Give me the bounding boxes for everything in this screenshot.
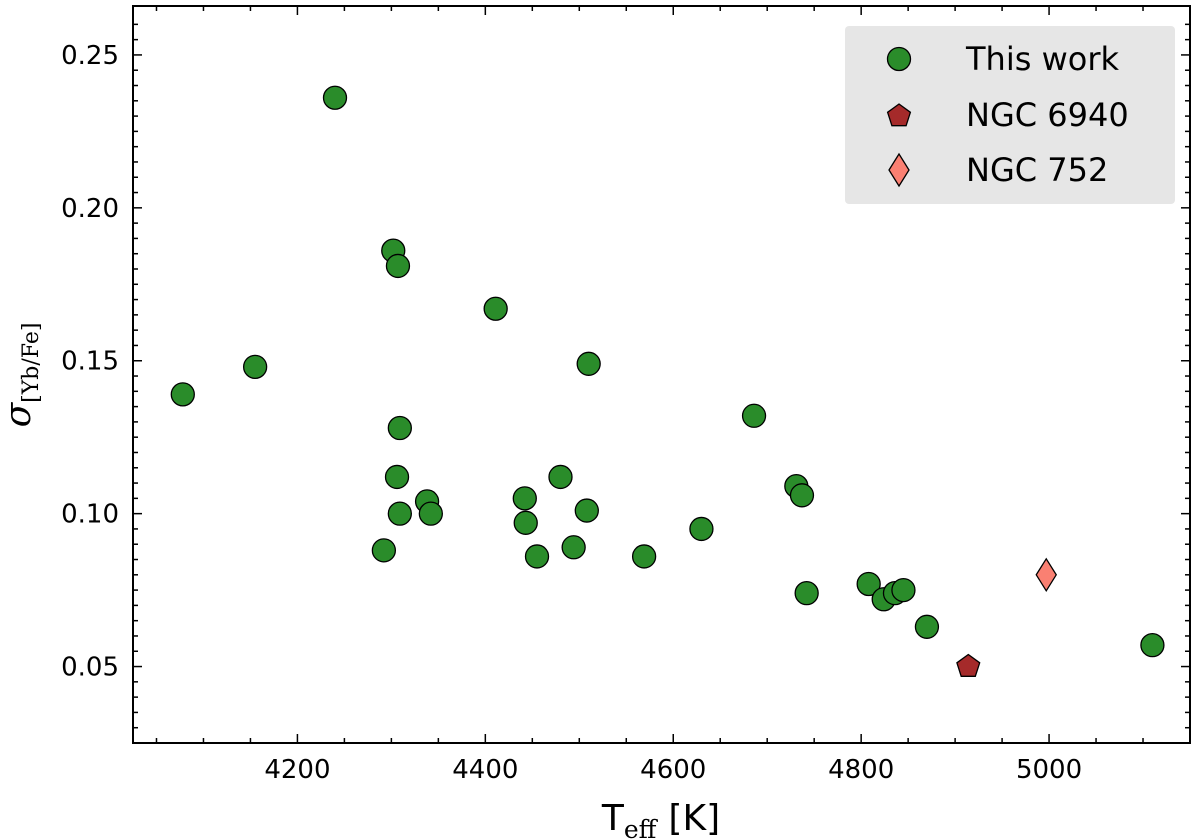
y-axis-title: σ[Yb/Fe]: [0, 323, 44, 428]
y-tick-label: 0.15: [61, 347, 119, 377]
legend-marker-ngc-6940: [886, 103, 912, 127]
data-point-this-work: [385, 253, 411, 279]
x-tick-label: 4200: [264, 755, 330, 785]
y-axis-subscript: [Yb/Fe]: [19, 323, 44, 403]
data-point-this-work: [576, 351, 601, 376]
x-axis-symbol: T: [601, 798, 625, 839]
data-point-this-work: [741, 403, 767, 428]
y-axis-symbol: σ: [0, 401, 39, 427]
y-tick-label: 0.05: [61, 653, 119, 683]
data-point-this-work: [794, 581, 819, 606]
data-point-ngc-752: [1035, 557, 1058, 593]
legend: This work NGC 6940 NGC 752: [845, 26, 1175, 204]
data-point-this-work: [322, 85, 348, 110]
data-point-this-work: [483, 296, 508, 321]
data-point-this-work: [574, 498, 599, 523]
x-axis-unit: [K]: [668, 798, 720, 839]
data-point-this-work: [548, 464, 573, 490]
legend-label-this-work: This work: [965, 40, 1119, 78]
data-point-this-work: [513, 510, 538, 535]
data-point-ngc-6940: [956, 653, 981, 677]
data-point-this-work: [371, 538, 397, 563]
x-axis-title: Teff [K]: [601, 798, 720, 839]
data-point-this-work: [1140, 632, 1165, 658]
data-points: [170, 85, 1165, 677]
data-point-this-work: [512, 486, 537, 511]
x-tick-label: 4800: [828, 755, 894, 785]
y-tick-label: 0.10: [61, 500, 119, 530]
data-point-this-work: [384, 464, 410, 490]
data-point-this-work: [387, 415, 412, 441]
y-tick-label: 0.20: [61, 194, 119, 224]
data-point-this-work: [891, 577, 916, 603]
legend-label-ngc-752: NGC 752: [966, 151, 1108, 189]
legend-marker-this-work: [886, 46, 912, 72]
x-axis-subscript: eff: [624, 815, 659, 839]
y-tick-label: 0.25: [61, 41, 119, 71]
data-point-this-work: [387, 501, 412, 526]
x-tick-label: 4600: [640, 755, 706, 785]
data-point-this-work: [689, 516, 714, 542]
axis-ticks: 4200 4400 4600 4800 5000 0.05 0.10 0.15 0.20 0.25: [61, 6, 1191, 785]
data-point-this-work: [561, 535, 586, 560]
data-point-this-work: [170, 382, 195, 407]
x-tick-label: 5000: [1016, 755, 1082, 785]
data-point-this-work: [856, 571, 881, 597]
plot-frame: [132, 5, 1191, 744]
data-point-this-work: [631, 544, 657, 569]
legend-box: [845, 26, 1175, 204]
data-point-this-work: [242, 354, 268, 380]
legend-marker-ngc-752: [888, 152, 910, 188]
data-point-this-work: [789, 483, 815, 508]
x-tick-label: 4400: [452, 755, 518, 785]
data-point-this-work: [914, 614, 940, 639]
data-point-this-work: [524, 544, 550, 569]
legend-label-ngc-6940: NGC 6940: [966, 96, 1129, 134]
data-point-this-work: [418, 501, 443, 526]
